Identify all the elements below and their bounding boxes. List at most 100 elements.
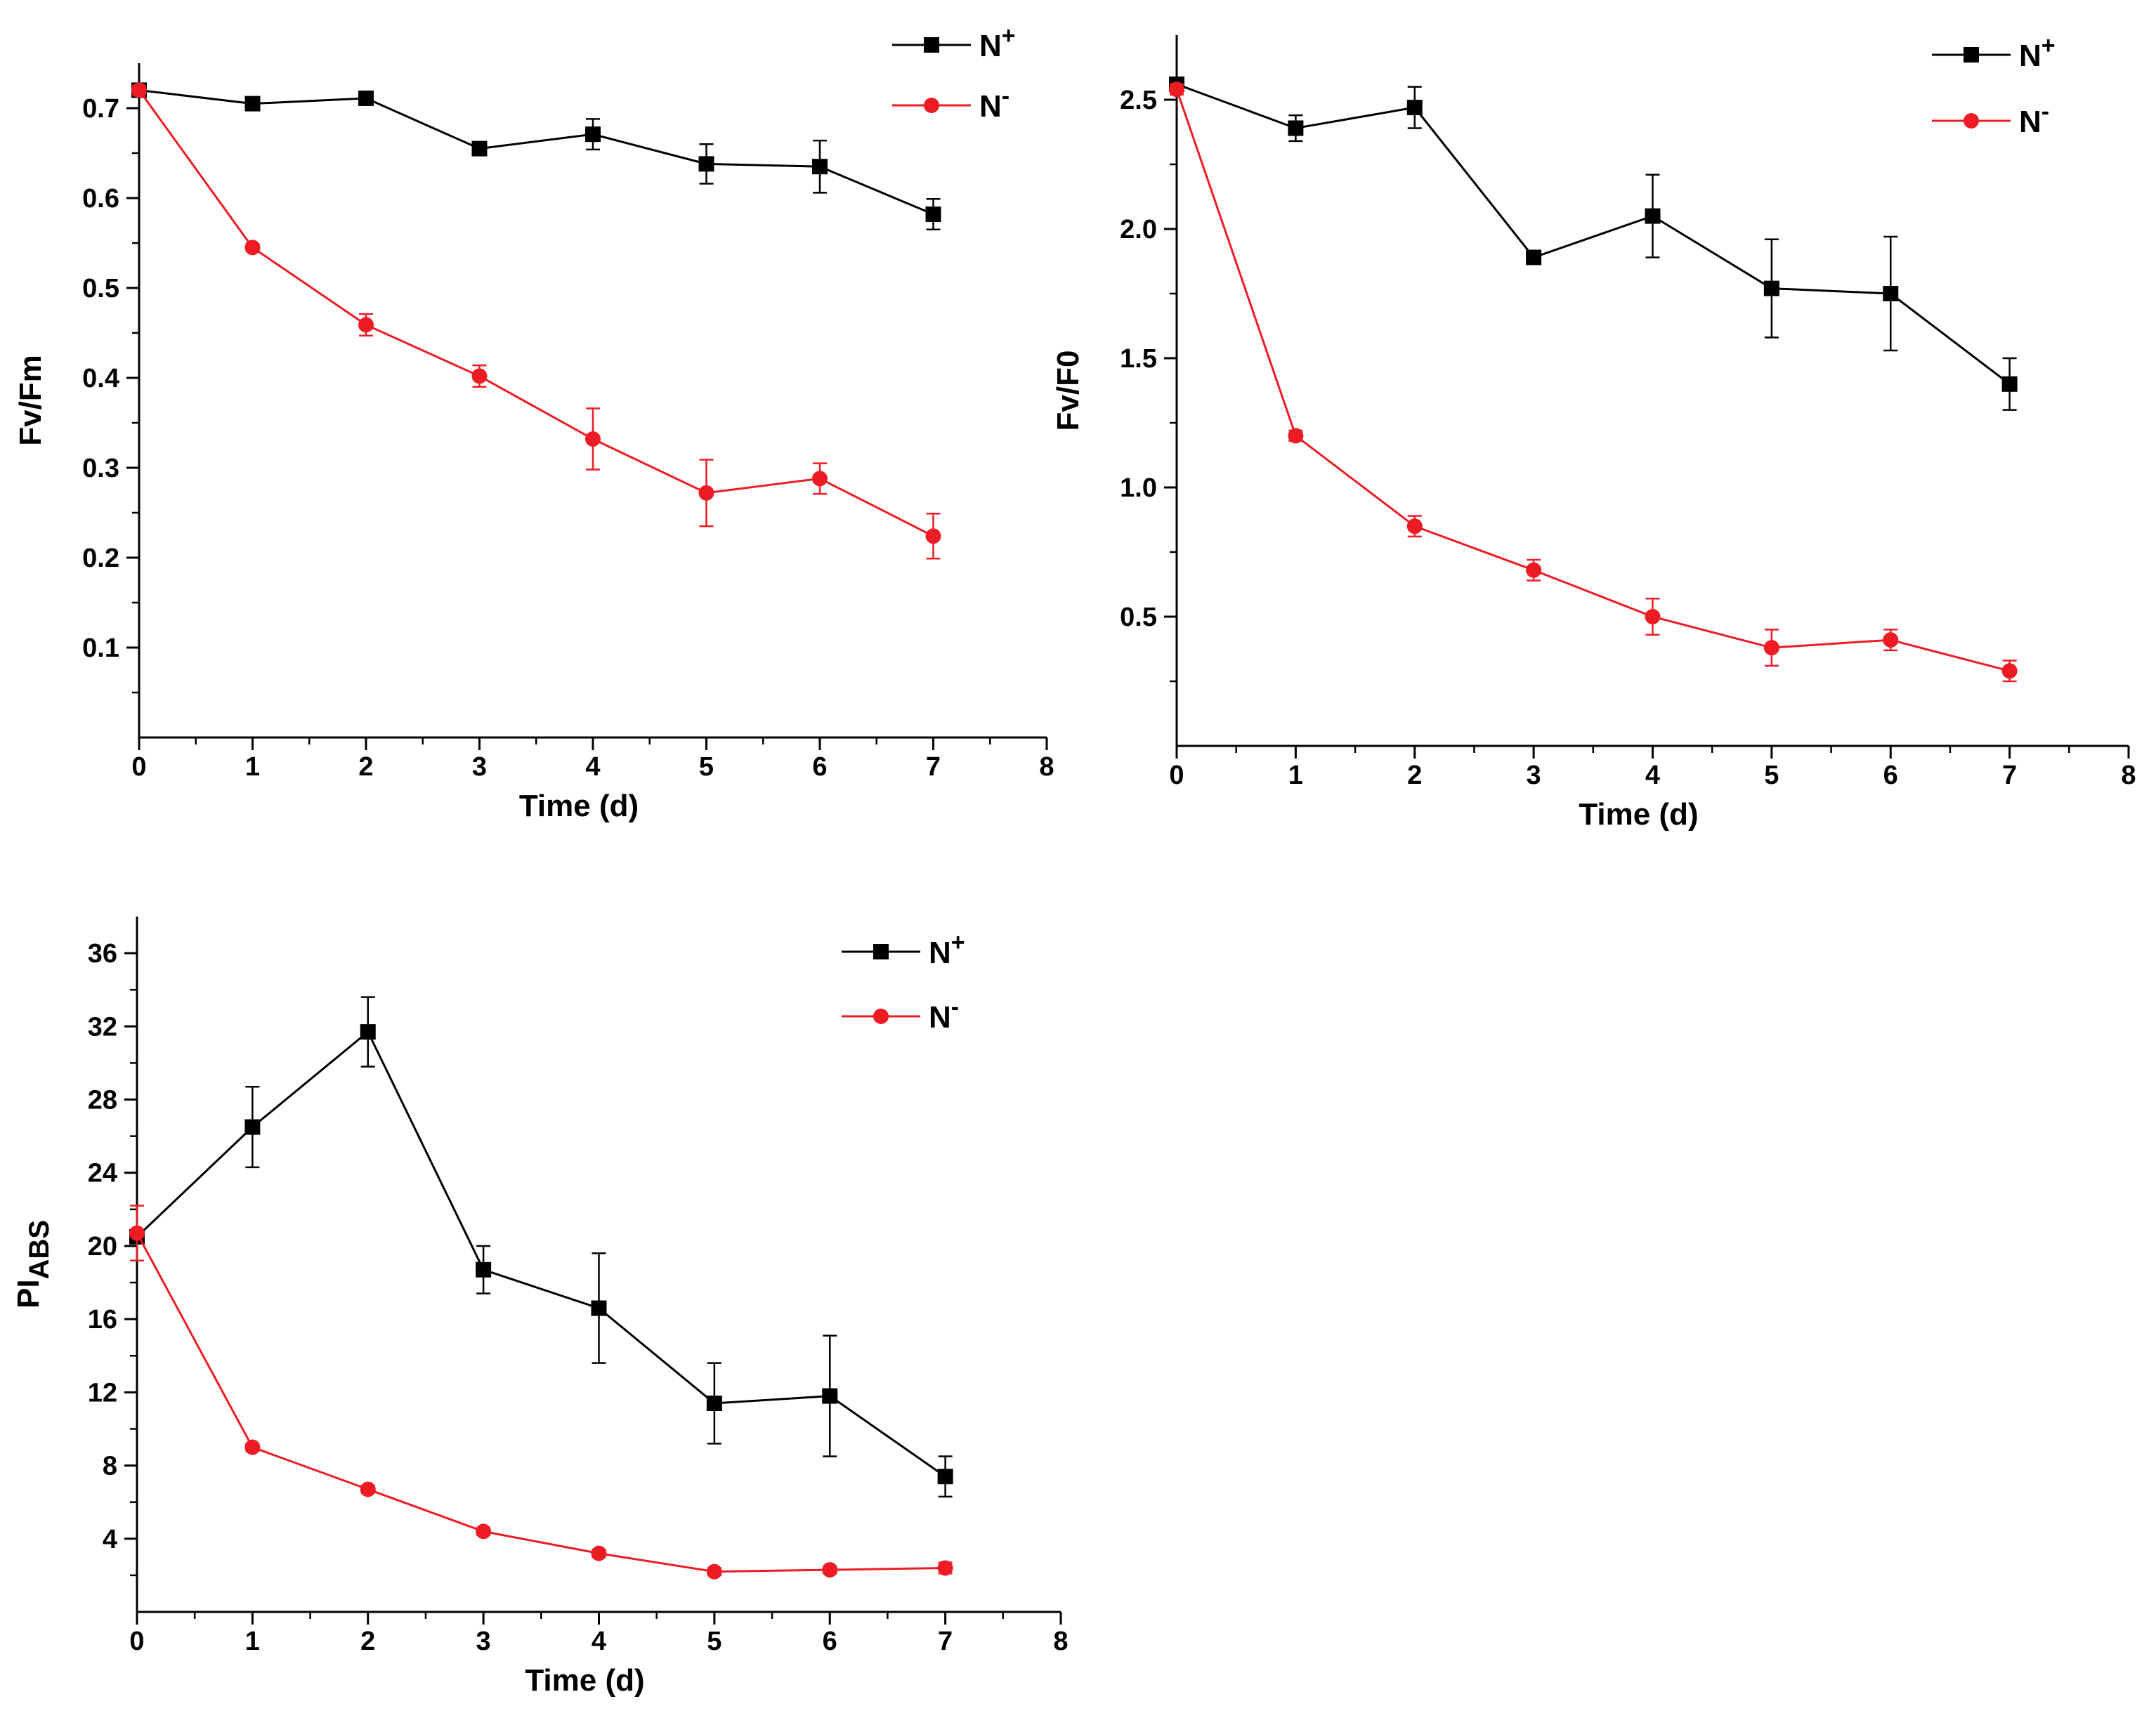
data-point xyxy=(1883,632,1899,648)
x-axis-title: Time (d) xyxy=(525,1663,644,1698)
y-axis-title: Fv/F0 xyxy=(1051,350,1085,431)
y-tick-label: 2.5 xyxy=(1120,86,1157,115)
data-point xyxy=(360,1481,376,1497)
data-point xyxy=(706,1396,722,1411)
data-point xyxy=(706,1563,722,1580)
data-point xyxy=(129,1225,145,1241)
y-tick-label: 12 xyxy=(88,1378,117,1408)
y-axis-title: PIABS xyxy=(11,1220,55,1308)
y-tick-label: 32 xyxy=(88,1012,117,1042)
data-point xyxy=(476,1523,492,1540)
data-point xyxy=(131,82,147,98)
x-tick-label: 2 xyxy=(360,1627,375,1656)
data-point xyxy=(358,90,374,106)
data-point xyxy=(925,206,941,223)
data-point xyxy=(1763,280,1779,296)
legend-label-base: N xyxy=(929,936,951,970)
data-point xyxy=(1169,81,1184,98)
data-point xyxy=(244,96,261,112)
data-point xyxy=(1406,518,1423,534)
data-point xyxy=(822,1562,838,1578)
y-tick-label: 2.0 xyxy=(1120,215,1157,244)
legend-label-base: N xyxy=(2019,105,2041,139)
x-axis-title: Time (d) xyxy=(519,789,639,823)
x-tick-label: 6 xyxy=(1883,761,1898,790)
y-tick-label: 4 xyxy=(103,1525,117,1554)
series-line xyxy=(138,88,934,216)
legend-marker xyxy=(873,1009,889,1024)
y-tick-label: 0.5 xyxy=(1120,603,1157,632)
x-tick-label: 8 xyxy=(2121,761,2136,790)
series-line xyxy=(1176,83,2011,385)
legend-label: N- xyxy=(979,83,1010,124)
series-n-plus xyxy=(131,82,941,231)
legend-marker xyxy=(873,944,889,959)
x-tick-label: 6 xyxy=(812,752,827,782)
data-point xyxy=(1645,208,1661,224)
data-point xyxy=(925,528,941,544)
y-tick-label: 24 xyxy=(88,1159,117,1188)
y-axis-title-main: PI xyxy=(11,1279,46,1308)
y-tick-label: 8 xyxy=(103,1452,117,1481)
y-tick-label: 0.1 xyxy=(82,634,119,663)
y-tick-label: 16 xyxy=(88,1305,117,1334)
x-tick-label: 7 xyxy=(2002,761,2017,790)
series-n-plus xyxy=(1169,76,2018,411)
data-point xyxy=(585,126,601,143)
data-point xyxy=(2001,376,2018,392)
legend-label-superscript: + xyxy=(2041,32,2056,59)
data-point xyxy=(1526,562,1542,578)
x-tick-label: 4 xyxy=(585,752,600,782)
data-point xyxy=(244,1439,261,1455)
series-n-minus xyxy=(131,82,941,560)
legend-marker xyxy=(1964,47,1979,63)
x-tick-label: 5 xyxy=(1764,761,1779,790)
x-tick-label: 0 xyxy=(129,1627,144,1656)
legend-label-base: N xyxy=(2019,39,2041,73)
series-n-minus xyxy=(129,1205,953,1580)
x-tick-label: 3 xyxy=(1527,761,1541,790)
series-line xyxy=(138,89,934,537)
data-point xyxy=(471,140,488,157)
legend-label-superscript: - xyxy=(2041,98,2049,125)
y-axis-title-main: Fv/F0 xyxy=(1051,350,1085,431)
x-axis-title: Time (d) xyxy=(1579,797,1698,832)
y-tick-label: 0.2 xyxy=(82,544,119,573)
x-tick-label: 8 xyxy=(1053,1627,1068,1656)
x-tick-label: 1 xyxy=(1288,761,1303,790)
x-tick-label: 6 xyxy=(823,1627,837,1656)
data-point xyxy=(698,485,714,501)
legend-label-superscript: - xyxy=(951,994,959,1021)
data-point xyxy=(1406,100,1423,116)
y-tick-label: 1.5 xyxy=(1120,344,1157,374)
y-tick-label: 0.3 xyxy=(82,454,119,483)
x-tick-label: 0 xyxy=(1169,761,1184,790)
data-point xyxy=(358,317,374,333)
series-line xyxy=(136,1030,946,1478)
y-tick-label: 20 xyxy=(88,1232,117,1261)
chart-fvfm: 0 1 2 3 4 5 6 7 8 0.1 0.2 0.3 0.4 0.5 0.6 0.7 Time (d) Fv… xyxy=(13,22,1054,823)
x-tick-label: 3 xyxy=(476,1627,491,1656)
data-point xyxy=(812,471,828,487)
x-tick-label: 5 xyxy=(699,752,714,782)
x-tick-label: 2 xyxy=(358,752,373,782)
x-tick-label: 4 xyxy=(592,1627,606,1656)
x-tick-label: 5 xyxy=(707,1627,721,1656)
data-point xyxy=(812,159,828,175)
series-line xyxy=(1175,88,2011,672)
x-tick-label: 0 xyxy=(131,752,146,782)
data-point xyxy=(822,1388,838,1404)
x-tick-label: 8 xyxy=(1039,752,1054,782)
legend-label: N+ xyxy=(929,929,965,970)
series-line xyxy=(136,1232,946,1573)
data-point xyxy=(244,1119,261,1135)
data-point xyxy=(585,431,601,447)
legend-marker xyxy=(924,98,939,113)
legend-label: N- xyxy=(929,994,959,1035)
data-point xyxy=(1763,640,1779,656)
legend-label-superscript: - xyxy=(1002,83,1010,110)
data-point xyxy=(471,368,488,384)
